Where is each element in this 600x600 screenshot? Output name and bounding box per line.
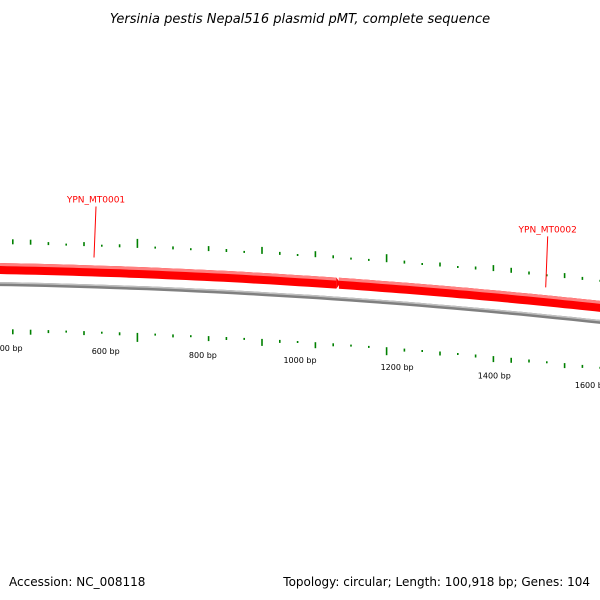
gc-tick bbox=[368, 258, 370, 261]
gc-tick bbox=[368, 345, 370, 348]
gc-tick bbox=[385, 347, 388, 356]
gc-tick bbox=[29, 239, 32, 245]
gc-tick bbox=[510, 267, 512, 273]
gc-tick bbox=[279, 251, 281, 255]
gc-tick bbox=[546, 361, 548, 364]
gc-tick bbox=[243, 250, 245, 253]
gc-tick bbox=[528, 359, 530, 363]
gc-tick bbox=[101, 244, 103, 247]
gc-tick bbox=[243, 337, 245, 340]
gc-tick bbox=[225, 337, 228, 340]
gc-tick bbox=[190, 248, 192, 251]
gc-tick-track-inner bbox=[12, 329, 600, 369]
gc-tick bbox=[261, 246, 263, 254]
gc-tick bbox=[12, 329, 14, 335]
gene-arrow-highlight bbox=[0, 263, 337, 281]
gc-tick bbox=[101, 331, 103, 334]
gc-tick bbox=[528, 271, 530, 275]
gc-tick bbox=[29, 329, 32, 335]
gc-tick bbox=[474, 266, 477, 270]
gc-tick bbox=[385, 254, 388, 263]
gc-tick bbox=[581, 276, 584, 280]
gc-tick bbox=[65, 243, 67, 246]
gc-tick bbox=[83, 242, 85, 247]
gc-tick bbox=[332, 343, 334, 347]
ruler-tick-label: 1600 bp bbox=[575, 381, 600, 390]
gc-tick bbox=[172, 334, 174, 338]
backbone-line bbox=[0, 282, 600, 324]
gc-tick bbox=[314, 251, 317, 258]
gc-tick bbox=[350, 344, 352, 347]
gc-tick bbox=[492, 265, 495, 272]
gc-tick bbox=[190, 335, 192, 338]
gene-arrow-highlight bbox=[338, 277, 600, 304]
gc-tick bbox=[457, 353, 459, 355]
gene-arrow bbox=[0, 263, 337, 289]
gc-tick bbox=[47, 242, 50, 246]
gc-tick bbox=[136, 238, 139, 248]
ruler-tick-label: 1400 bp bbox=[478, 371, 511, 380]
gc-tick bbox=[332, 255, 334, 259]
gene-label-layer: YPN_MT0001 YPN_MT0002 bbox=[66, 196, 577, 288]
gc-tick bbox=[118, 332, 121, 336]
ruler-tick-label: 400 bp bbox=[0, 344, 23, 353]
gene-arrow bbox=[338, 277, 600, 312]
gc-tick bbox=[136, 332, 139, 342]
map-title: Yersinia pestis Nepal516 plasmid pMT, co… bbox=[110, 12, 490, 27]
gc-tick bbox=[12, 239, 14, 245]
gc-tick bbox=[172, 246, 174, 250]
gc-tick bbox=[225, 249, 228, 252]
gc-tick bbox=[403, 260, 406, 264]
ruler-tick-label: 1200 bp bbox=[381, 363, 414, 372]
gc-tick bbox=[207, 336, 210, 342]
gene-label: YPN_MT0002 bbox=[518, 225, 577, 235]
gc-tick bbox=[118, 244, 121, 248]
gc-tick bbox=[457, 266, 459, 268]
gc-tick bbox=[563, 273, 566, 279]
gc-tick bbox=[154, 246, 156, 249]
gc-tick bbox=[421, 350, 423, 352]
gene-label-leader bbox=[93, 206, 97, 258]
gc-tick bbox=[350, 257, 352, 260]
gene-label: YPN_MT0001 bbox=[66, 196, 125, 206]
gc-tick bbox=[510, 357, 512, 363]
gc-tick bbox=[421, 263, 423, 265]
gc-tick bbox=[65, 330, 67, 333]
gene-track bbox=[0, 263, 600, 312]
gc-tick bbox=[439, 262, 441, 267]
gc-tick bbox=[83, 331, 85, 336]
gc-tick bbox=[207, 246, 210, 252]
gc-tick bbox=[154, 333, 156, 336]
ruler-tick-label: 800 bp bbox=[189, 351, 217, 360]
gc-tick bbox=[492, 356, 495, 363]
gc-tick bbox=[261, 338, 263, 346]
gc-tick bbox=[403, 348, 406, 352]
gc-tick bbox=[563, 363, 566, 369]
position-ruler: 400 bp 600 bp 800 bp 1000 bp 1200 bp 1400 bp 1… bbox=[0, 344, 600, 390]
gene-label-leader bbox=[545, 236, 549, 288]
ruler-tick-label: 600 bp bbox=[92, 347, 120, 356]
gc-tick bbox=[314, 342, 317, 349]
gc-tick bbox=[296, 254, 299, 256]
ruler-tick-label: 1000 bp bbox=[283, 356, 316, 365]
gc-tick bbox=[439, 351, 441, 356]
gc-tick bbox=[474, 354, 477, 358]
gc-tick bbox=[581, 364, 584, 368]
sequence-summary: Topology: circular; Length: 100,918 bp; … bbox=[282, 575, 590, 589]
gene-arrow-tip bbox=[336, 277, 341, 289]
gc-tick bbox=[546, 274, 548, 277]
gene-feature bbox=[338, 277, 600, 312]
gc-tick bbox=[279, 339, 281, 343]
gene-feature bbox=[0, 263, 341, 289]
sequence-backbone bbox=[0, 282, 600, 324]
gc-tick bbox=[296, 341, 299, 343]
accession-text: Accession: NC_008118 bbox=[9, 575, 145, 589]
gc-tick bbox=[47, 330, 50, 334]
